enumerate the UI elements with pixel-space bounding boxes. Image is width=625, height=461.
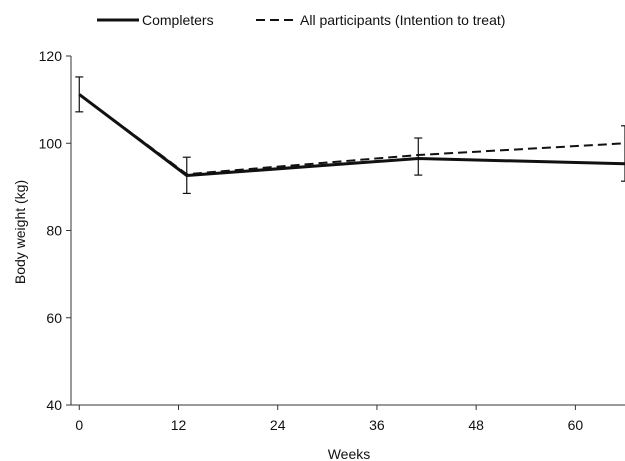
y-tick-label: 80 [46,223,62,239]
y-tick-label: 60 [46,310,62,326]
x-tick-label: 48 [468,417,484,433]
x-tick-label: 12 [171,417,187,433]
x-tick-label: 0 [75,417,83,433]
x-tick-label: 60 [568,417,584,433]
y-tick-label: 100 [39,135,63,151]
x-tick-label: 24 [270,417,286,433]
series-lines [78,93,625,177]
tick-labels: 40 60 80 100 120 0 12 24 36 48 60 [39,48,584,433]
y-tick-label: 40 [46,397,62,413]
series-line-all-participants [78,93,625,176]
legend: Completers All participants (Intention t… [97,12,505,28]
series-line-completers [78,93,625,177]
legend-label-all-participants: All participants (Intention to treat) [300,12,505,28]
x-axis-title: Weeks [328,446,371,461]
legend-label-completers: Completers [142,12,214,28]
y-tick-label: 120 [39,48,63,64]
y-axis-title: Body weight (kg) [12,180,28,284]
x-tick-label: 36 [369,417,385,433]
error-bars [75,76,625,195]
axes [66,55,625,410]
